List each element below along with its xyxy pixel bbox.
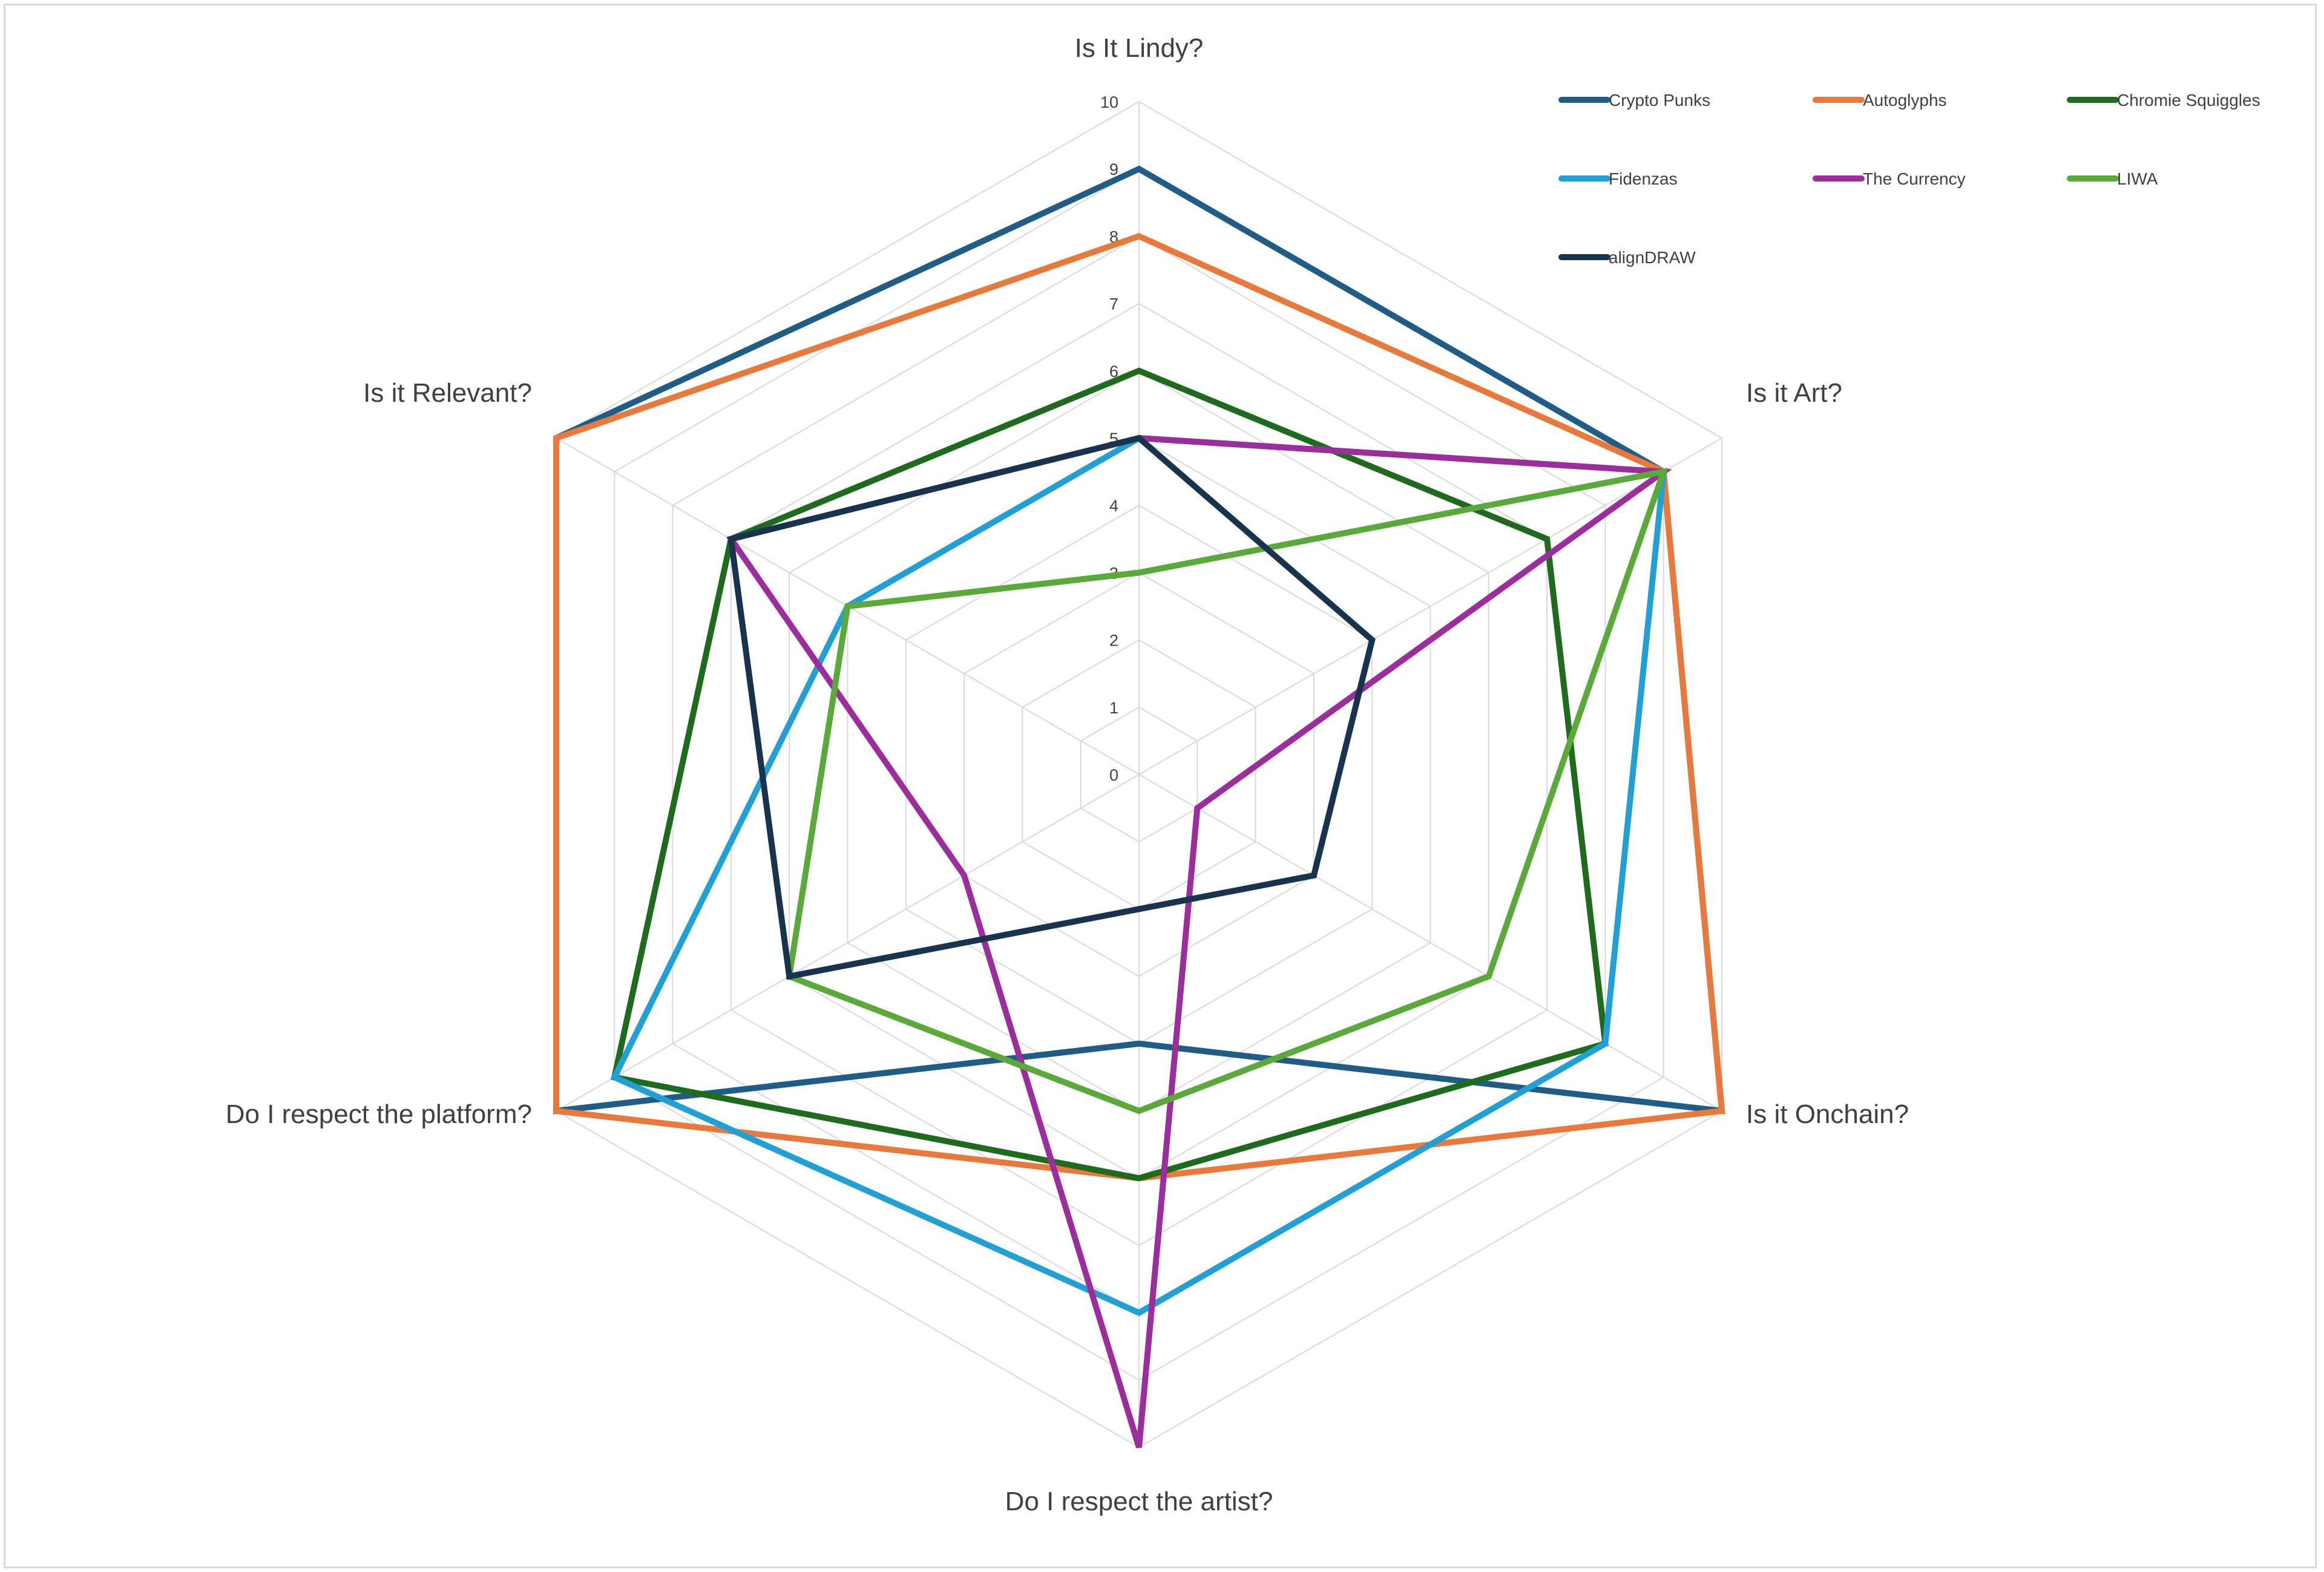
tick-label: 7 — [1109, 295, 1118, 313]
axis-spoke — [556, 774, 1140, 1112]
legend-item: Autoglyphs — [1813, 91, 1947, 110]
axis-titles: Is It Lindy? Is it Art? Is it Onchain? Do I… — [226, 33, 1909, 1516]
tick-label: 1 — [1109, 699, 1118, 717]
legend-label: Autoglyphs — [1863, 91, 1947, 110]
tick-label: 9 — [1109, 160, 1118, 178]
tick-label: 2 — [1109, 632, 1118, 650]
legend-item: The Currency — [1813, 169, 1966, 188]
legend-item: Fidenzas — [1558, 169, 1678, 188]
chart-frame — [4, 4, 2317, 1568]
legend-item: LIWA — [2067, 169, 2158, 188]
tick-label: 10 — [1100, 93, 1118, 111]
legend-item: Crypto Punks — [1558, 91, 1710, 110]
legend-label: alignDRAW — [1609, 248, 1696, 267]
legend: Crypto Punks Autoglyphs Chromie Squiggles F… — [1558, 91, 2260, 267]
tick-label: 6 — [1109, 362, 1118, 381]
legend-label: Crypto Punks — [1609, 91, 1710, 110]
tick-label: 4 — [1109, 497, 1118, 515]
legend-item: Chromie Squiggles — [2067, 91, 2260, 110]
series-layer — [553, 165, 1725, 1449]
legend-label: Chromie Squiggles — [2117, 91, 2260, 110]
axis-title: Do I respect the artist? — [1005, 1487, 1273, 1516]
legend-label: The Currency — [1863, 169, 1966, 188]
axis-title: Is It Lindy? — [1075, 33, 1204, 63]
axis-title: Is it Relevant? — [363, 378, 532, 408]
legend-label: Fidenzas — [1609, 169, 1678, 188]
series-liwa — [786, 468, 1669, 1115]
series-aligndraw — [727, 434, 1376, 980]
axis-title: Do I respect the platform? — [226, 1099, 532, 1129]
legend-label: LIWA — [2117, 169, 2158, 188]
tick-label: 0 — [1109, 766, 1118, 784]
axis-spoke — [1138, 774, 1722, 1112]
grid-layer — [555, 100, 1723, 1449]
axis-title: Is it Onchain? — [1746, 1099, 1909, 1129]
legend-item: alignDRAW — [1558, 248, 1696, 267]
axis-spoke — [1138, 437, 1722, 775]
axis-title: Is it Art? — [1746, 378, 1842, 408]
